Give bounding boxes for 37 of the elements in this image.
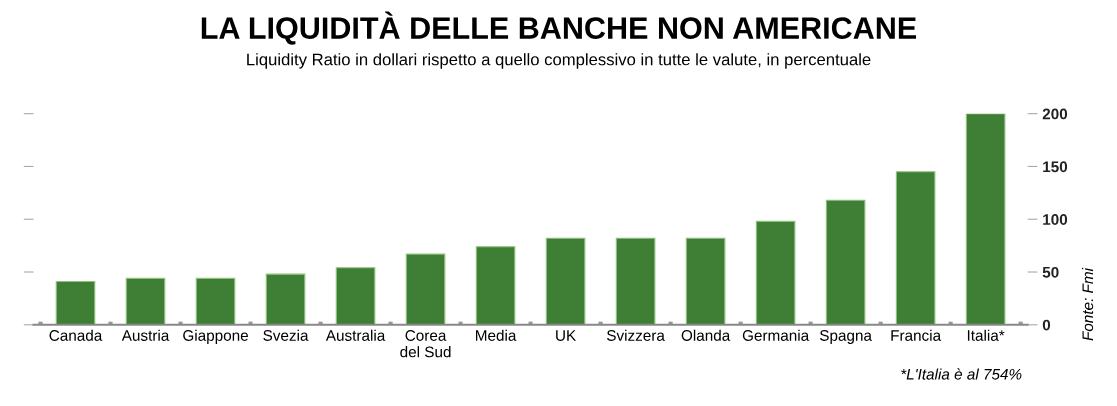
chart-title: LA LIQUIDITÀ DELLE BANCHE NON AMERICANE (201, 11, 917, 45)
bar (965, 113, 1006, 325)
x-tick-label: Svezia (263, 329, 309, 341)
bar (685, 237, 726, 325)
x-tick-label: Austria (121, 329, 170, 341)
x-tick-label: Italia* (967, 329, 1005, 341)
bar (545, 237, 586, 325)
bar (55, 280, 96, 325)
bar (615, 237, 656, 325)
bar (825, 199, 866, 325)
text: *L'Italia è al 754% (901, 368, 1022, 380)
y-tick-label: 50 (1042, 266, 1059, 278)
bar (755, 220, 796, 325)
x-tick-label: Olanda (681, 329, 731, 341)
bar (125, 277, 166, 325)
x-tick-label: Germania (742, 329, 810, 341)
y-tick-label: 100 (1043, 214, 1068, 225)
x-tick-label: Corea del Sud (400, 330, 451, 358)
x-tick-label: Svizzera (606, 329, 665, 341)
chart-subtitle: Liquidity Ratio in dollari rispetto a quello complessivo in tutte le valute, in percentuale (247, 53, 871, 69)
bar (335, 267, 376, 325)
bar (265, 273, 306, 325)
y-tick-label: 0 (1042, 319, 1051, 331)
y-tick-label: 150 (1043, 161, 1068, 173)
bar (475, 246, 516, 325)
x-tick-label: Canada (49, 329, 103, 341)
source-note: Fonte: Fmi (1081, 267, 1094, 341)
x-tick-label: Francia (891, 329, 942, 341)
bar (405, 253, 446, 325)
x-tick-label: UK (556, 330, 577, 341)
bar (195, 277, 236, 325)
y-tick-label: 200 (1042, 108, 1068, 120)
x-tick-label: Media (476, 329, 517, 341)
bar (895, 171, 936, 325)
x-tick-label: Spagna (819, 330, 872, 344)
x-tick-label: Australia (325, 329, 386, 341)
x-tick-label: Giappone (183, 329, 248, 344)
